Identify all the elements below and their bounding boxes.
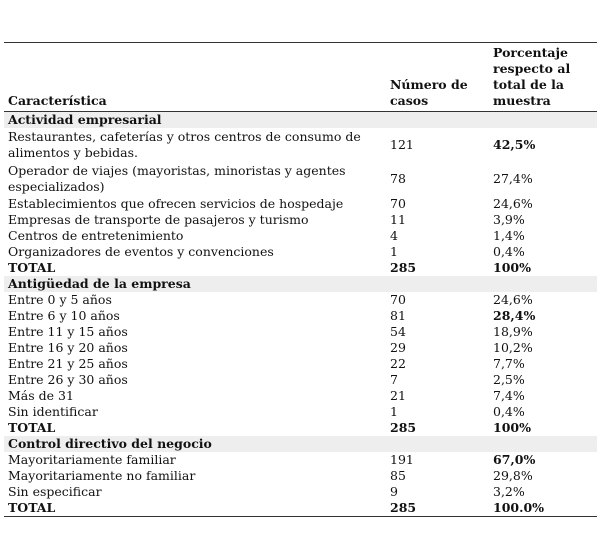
table-row: Entre 11 y 15 años 54 18,9% xyxy=(4,324,597,340)
row-percentage: 28,4% xyxy=(493,308,536,323)
table-row: Mayoritariamente familiar 191 67,0% xyxy=(4,452,597,468)
row-percentage: 1,4% xyxy=(493,228,525,243)
row-count: 1 xyxy=(390,244,398,259)
row-percentage: 3,9% xyxy=(493,212,525,227)
total-label: TOTAL xyxy=(8,260,56,275)
row-count: 9 xyxy=(390,484,398,499)
table-row: Entre 16 y 20 años 29 10,2% xyxy=(4,340,597,356)
total-count: 285 xyxy=(390,260,417,275)
section-title: Actividad empresarial xyxy=(4,111,597,128)
table-row: Empresas de transporte de pasajeros y tu… xyxy=(4,212,597,228)
total-row: TOTAL 285 100% xyxy=(4,420,597,436)
total-row: TOTAL 285 100% xyxy=(4,260,597,276)
header-percentage: Porcentaje respecto al total de la muest… xyxy=(489,42,597,112)
header-characteristic: Característica xyxy=(4,42,386,112)
row-count: 7 xyxy=(390,372,398,387)
row-count: 21 xyxy=(390,388,406,403)
row-percentage: 18,9% xyxy=(493,324,533,339)
total-count: 285 xyxy=(390,420,417,435)
row-label: Entre 26 y 30 años xyxy=(8,372,128,387)
row-percentage: 42,5% xyxy=(493,137,536,152)
row-label: Centros de entretenimiento xyxy=(8,228,184,243)
row-count: 81 xyxy=(390,308,406,323)
table-row: Organizadores de eventos y convenciones 1… xyxy=(4,244,597,260)
characteristics-table: Característica Número de casos Porcentaj… xyxy=(4,42,597,517)
section-row: Control directivo del negocio xyxy=(4,436,597,452)
header-case-count: Número de casos xyxy=(386,42,489,112)
row-percentage: 27,4% xyxy=(493,171,533,186)
table-row: Entre 0 y 5 años 70 24,6% xyxy=(4,292,597,308)
row-count: 11 xyxy=(390,212,406,227)
row-label: Mayoritariamente no familiar xyxy=(8,468,196,483)
table-row: Entre 26 y 30 años 7 2,5% xyxy=(4,372,597,388)
row-label: Sin identificar xyxy=(8,404,98,419)
row-label: Entre 0 y 5 años xyxy=(8,292,112,307)
row-label: Establecimientos que ofrecen servicios d… xyxy=(8,196,344,211)
table-row: Sin identificar 1 0,4% xyxy=(4,404,597,420)
section-row: Antigüedad de la empresa xyxy=(4,276,597,292)
section-row: Actividad empresarial xyxy=(4,111,597,128)
row-label: Mayoritariamente familiar xyxy=(8,452,176,467)
total-percentage: 100% xyxy=(493,420,531,435)
total-percentage: 100% xyxy=(493,260,531,275)
row-percentage: 7,7% xyxy=(493,356,525,371)
total-percentage: 100.0% xyxy=(489,500,597,517)
row-percentage: 0,4% xyxy=(493,244,525,259)
row-count: 4 xyxy=(390,228,398,243)
row-count: 70 xyxy=(390,196,406,211)
table-row: Operador de viajes (mayoristas, minorist… xyxy=(4,162,597,196)
total-label: TOTAL xyxy=(4,500,386,517)
row-label: Operador de viajes (mayoristas, minorist… xyxy=(8,163,346,194)
row-count: 29 xyxy=(390,340,406,355)
section-title: Antigüedad de la empresa xyxy=(4,276,597,292)
row-percentage: 29,8% xyxy=(493,468,533,483)
table-row: Entre 6 y 10 años 81 28,4% xyxy=(4,308,597,324)
row-percentage: 67,0% xyxy=(493,452,536,467)
table-row: Sin especificar 9 3,2% xyxy=(4,484,597,500)
row-percentage: 24,6% xyxy=(493,292,533,307)
row-percentage: 3,2% xyxy=(493,484,525,499)
row-label: Entre 16 y 20 años xyxy=(8,340,128,355)
row-label: Empresas de transporte de pasajeros y tu… xyxy=(8,212,309,227)
table-row: Restaurantes, cafeterías y otros centros… xyxy=(4,128,597,162)
total-label: TOTAL xyxy=(8,420,56,435)
row-label: Sin especificar xyxy=(8,484,102,499)
row-count: 121 xyxy=(390,137,414,152)
table-row: Más de 31 21 7,4% xyxy=(4,388,597,404)
row-percentage: 7,4% xyxy=(493,388,525,403)
row-count: 191 xyxy=(390,452,414,467)
row-percentage: 10,2% xyxy=(493,340,533,355)
row-label: Entre 21 y 25 años xyxy=(8,356,128,371)
table-row: Centros de entretenimiento 4 1,4% xyxy=(4,228,597,244)
row-percentage: 0,4% xyxy=(493,404,525,419)
section-title: Control directivo del negocio xyxy=(4,436,597,452)
row-percentage: 24,6% xyxy=(493,196,533,211)
row-count: 54 xyxy=(390,324,406,339)
row-label: Entre 11 y 15 años xyxy=(8,324,128,339)
table-row: Entre 21 y 25 años 22 7,7% xyxy=(4,356,597,372)
total-row: TOTAL 285 100.0% xyxy=(4,500,597,517)
table-row: Mayoritariamente no familiar 85 29,8% xyxy=(4,468,597,484)
table-body: Actividad empresarial Restaurantes, cafet… xyxy=(4,111,597,517)
total-count: 285 xyxy=(386,500,489,517)
row-count: 78 xyxy=(390,171,406,186)
row-label: Entre 6 y 10 años xyxy=(8,308,120,323)
row-percentage: 2,5% xyxy=(493,372,525,387)
table-row: Establecimientos que ofrecen servicios d… xyxy=(4,196,597,212)
row-count: 85 xyxy=(390,468,406,483)
row-label: Más de 31 xyxy=(8,388,74,403)
row-label: Restaurantes, cafeterías y otros centros… xyxy=(8,129,361,160)
row-count: 70 xyxy=(390,292,406,307)
row-count: 22 xyxy=(390,356,406,371)
row-count: 1 xyxy=(390,404,398,419)
row-label: Organizadores de eventos y convenciones xyxy=(8,244,274,259)
